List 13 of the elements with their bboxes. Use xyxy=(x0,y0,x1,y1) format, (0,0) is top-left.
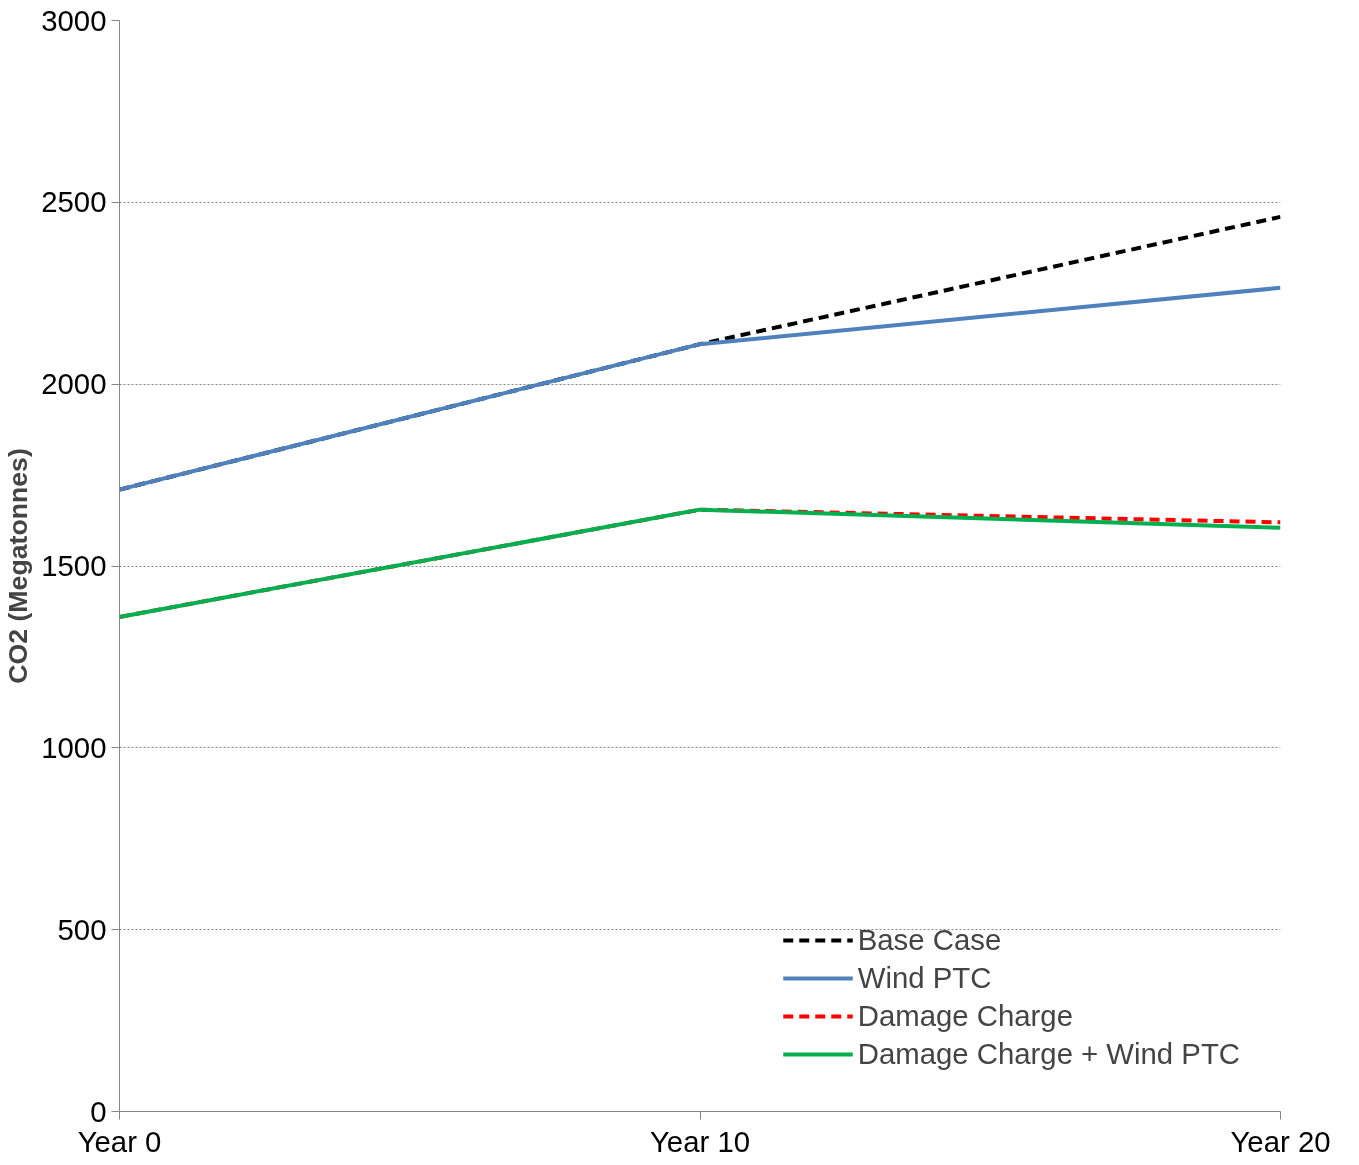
x-tick-label: Year 20 xyxy=(1230,1124,1331,1158)
y-tick-label: 3000 xyxy=(41,3,107,37)
legend-label: Damage Charge + Wind PTC xyxy=(857,1037,1240,1071)
legend-label: Wind PTC xyxy=(857,961,992,995)
y-tick-label: 500 xyxy=(57,912,107,946)
y-tick-label: 2000 xyxy=(41,367,107,401)
y-tick-label: 1000 xyxy=(41,730,107,764)
y-tick-label: 2500 xyxy=(41,185,107,219)
x-tick-label: Year 10 xyxy=(649,1124,751,1158)
legend-label: Damage Charge xyxy=(857,999,1073,1033)
y-axis-title: CO2 (Megatonnes) xyxy=(3,448,34,684)
y-tick-label: 1500 xyxy=(41,549,107,582)
legend-label: Base Case xyxy=(857,923,1002,957)
